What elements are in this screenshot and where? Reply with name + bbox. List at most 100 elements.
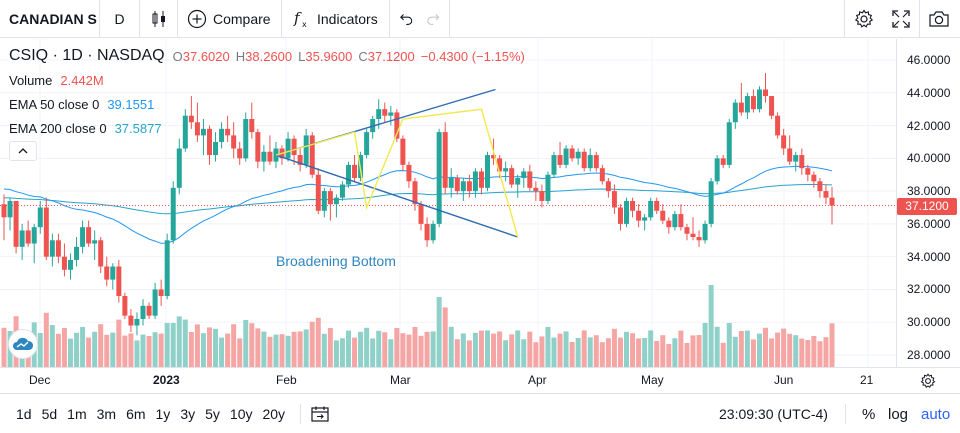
candle-body (219, 128, 225, 142)
price-axis[interactable]: 46.0000 44.0000 42.0000 40.0000 38.0000 36.00… (896, 39, 960, 367)
candle-body (376, 109, 382, 119)
volume-bar (491, 333, 497, 367)
volume-bar (297, 331, 303, 367)
volume-bar (684, 343, 690, 367)
percent-toggle[interactable]: % (862, 406, 876, 423)
chevron-up-icon (18, 148, 28, 154)
legend-ema200-row[interactable]: EMA 200 close 0 37.5877 (9, 116, 525, 140)
range-button-1y[interactable]: 1y (155, 405, 171, 422)
price-tick-label: 28.0000 (907, 348, 951, 362)
candle-body (164, 240, 170, 296)
legend-volume-row[interactable]: Volume 2.442M (9, 68, 525, 92)
screenshot-button[interactable] (920, 0, 958, 38)
volume-bar (418, 335, 424, 367)
candle-body (31, 227, 37, 244)
candle-body (309, 135, 315, 175)
candle-body (170, 187, 176, 241)
range-button-20y[interactable]: 20y (262, 405, 286, 422)
tradingview-logo[interactable] (8, 329, 38, 359)
range-button-5d[interactable]: 5d (41, 405, 58, 422)
range-button-1d[interactable]: 1d (16, 405, 32, 422)
volume-bar (466, 340, 472, 367)
volume-bar (775, 332, 781, 367)
range-button-5y[interactable]: 5y (205, 405, 220, 422)
volume-bar (98, 324, 104, 367)
candle-body (563, 148, 569, 165)
interval-button[interactable]: D (100, 0, 140, 38)
candle-body (521, 171, 527, 178)
candle-body (708, 181, 714, 224)
ema200-line (4, 184, 833, 215)
candle-body (636, 210, 642, 221)
volume-bar (763, 327, 769, 367)
axis-settings-button[interactable] (918, 371, 938, 391)
volume-bar (267, 336, 273, 367)
legend-high: H38.2600 (235, 48, 293, 64)
range-button-3y[interactable]: 3y (180, 405, 196, 422)
volume-bar (527, 331, 533, 367)
price-chart[interactable] (0, 39, 896, 367)
candle-body (672, 214, 678, 228)
volume-bar (225, 333, 231, 367)
volume-bar (781, 328, 787, 367)
timezone-clock[interactable]: 23:09:30 (UTC-4) (719, 406, 828, 422)
time-tick-label: Jun (774, 373, 794, 387)
candle-body (497, 158, 503, 172)
candle-body (648, 200, 654, 218)
range-button-1m[interactable]: 1m (67, 405, 87, 422)
legend-ema50-row[interactable]: EMA 50 close 0 39.1551 (9, 92, 525, 116)
volume-bar (702, 323, 708, 367)
range-button-10y[interactable]: 10y (229, 405, 253, 422)
undo-icon[interactable] (399, 11, 414, 27)
candle-body (339, 184, 345, 198)
volume-bar (303, 329, 309, 367)
volume-label: Volume (9, 72, 53, 88)
candle-body (539, 191, 545, 201)
chart-style-button[interactable] (140, 0, 178, 38)
candle-body (74, 246, 80, 260)
indicators-button[interactable]: f x Indicators (282, 0, 390, 38)
volume-bar (140, 334, 146, 367)
candle-body (345, 164, 351, 185)
redo-icon[interactable] (426, 11, 441, 27)
price-tick-label: 44.0000 (907, 85, 951, 100)
candle-body (37, 207, 43, 228)
candle-body (424, 223, 430, 241)
price-tick-label: 30.0000 (907, 315, 951, 330)
pattern-label[interactable]: Broadening Bottom (276, 253, 396, 269)
candle-body (122, 296, 128, 316)
volume-bar (55, 333, 61, 367)
candle-body (569, 148, 575, 159)
volume-bar (497, 331, 503, 367)
candle-body (702, 223, 708, 241)
volume-bar (128, 333, 134, 367)
log-toggle[interactable]: log (888, 406, 909, 423)
candle-body (291, 138, 297, 156)
candle-body (297, 155, 303, 165)
volume-bar (660, 335, 666, 367)
range-button-3m[interactable]: 3m (96, 405, 117, 422)
goto-date-button[interactable] (311, 406, 329, 422)
candle-body (696, 237, 702, 241)
price-tick-label: 46.0000 (907, 53, 951, 67)
volume-bar (690, 335, 696, 367)
candle-body (744, 96, 750, 113)
fullscreen-button[interactable] (882, 0, 920, 38)
legend-symbol[interactable]: CSIQ · 1D · NASDAQ (9, 47, 165, 65)
auto-scale-toggle[interactable]: auto (921, 406, 951, 423)
compare-button[interactable]: Compare (178, 0, 282, 38)
candle-body (19, 230, 25, 247)
candle-body (617, 207, 623, 224)
volume-bar (732, 336, 738, 367)
legend-collapse-button[interactable] (9, 141, 37, 161)
volume-bar (521, 339, 527, 367)
settings-button[interactable] (844, 0, 882, 38)
range-button-6m[interactable]: 6m (126, 405, 146, 422)
symbol-search-button[interactable]: CANADIAN S (0, 0, 100, 38)
candles-icon (152, 10, 165, 27)
candle-body (515, 178, 521, 185)
volume-bar (744, 330, 750, 367)
candle-body (225, 128, 231, 136)
volume-bar (545, 327, 551, 367)
time-axis[interactable]: Dec 2023 Feb Mar Apr May Jun 21 (0, 367, 960, 393)
